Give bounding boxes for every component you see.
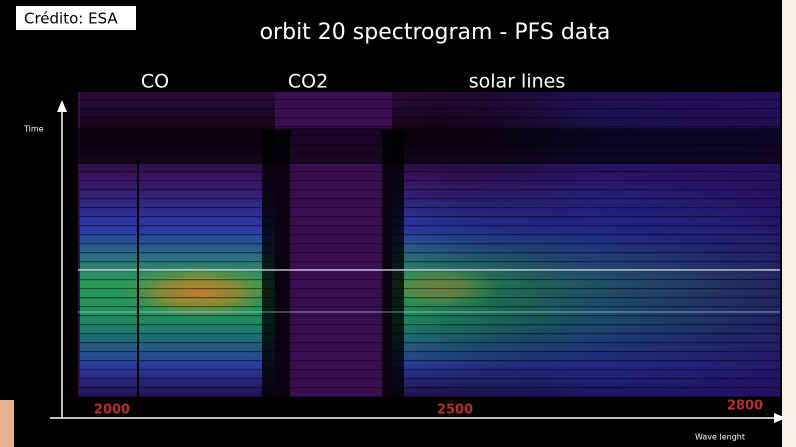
y-arrow [57,100,67,112]
edge-strip [782,0,796,447]
annotation: solar lines [469,71,565,93]
credit: Crédito: ESA [24,10,118,28]
x-arrow [774,413,786,423]
scan-lines [78,92,780,397]
credit-box [16,6,136,30]
annotation: CO2 [288,71,328,93]
y-axis-label: Time [23,125,44,134]
x-tick-label: 2500 [437,403,473,418]
x-axis-label: Wave lenght [695,433,745,442]
edge-strip [0,400,14,447]
x-tick-label: 2000 [94,403,130,418]
x-tick-label: 2800 [727,399,763,414]
annotation: CO [141,71,169,93]
title: orbit 20 spectrogram - PFS data [260,20,611,45]
